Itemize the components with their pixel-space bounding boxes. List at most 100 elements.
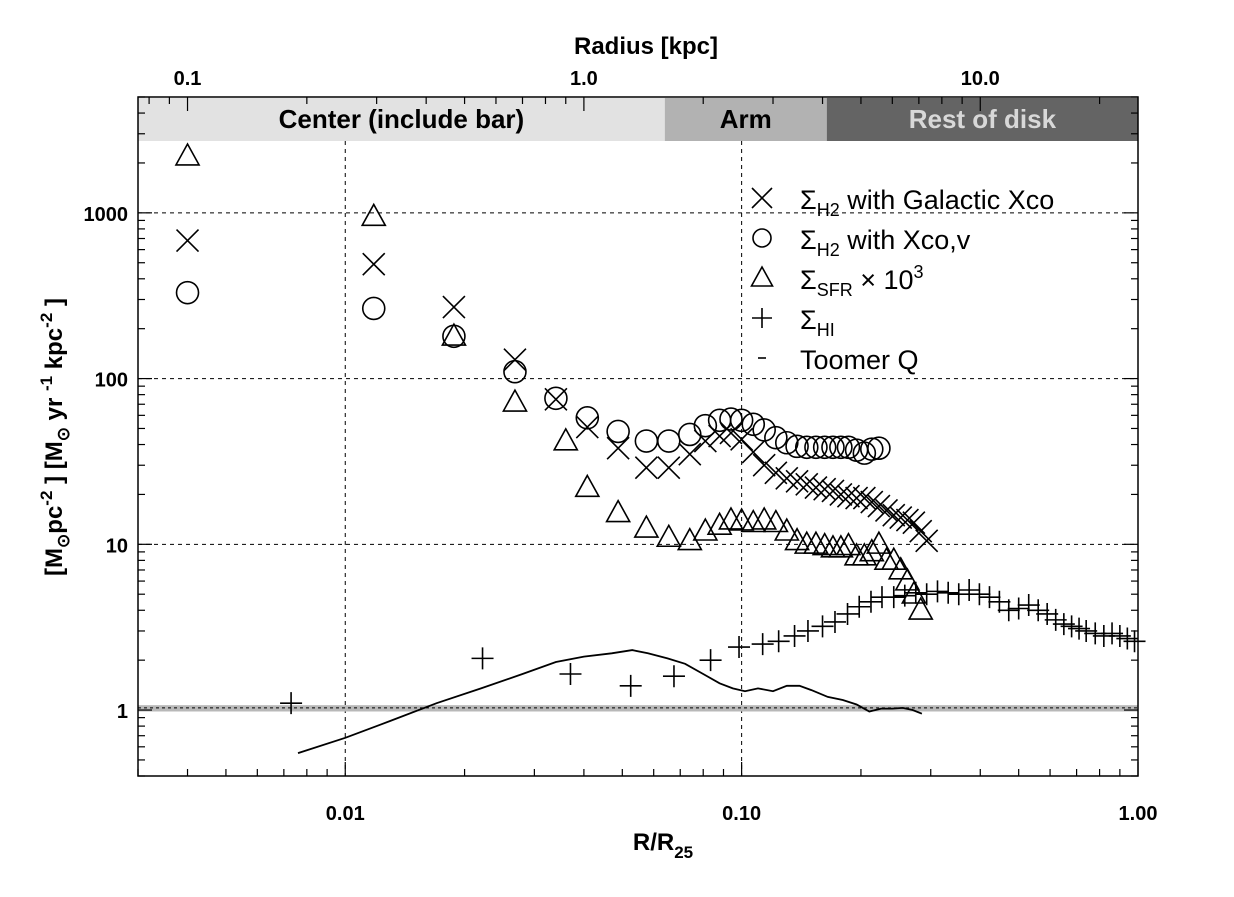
data-point-triangle xyxy=(894,567,921,591)
data-point-circle xyxy=(719,407,743,431)
y-tick-label: 1000 xyxy=(84,204,129,226)
legend-symbol: Σ xyxy=(800,265,817,295)
data-point-plus xyxy=(893,584,916,607)
legend-superscript: 3 xyxy=(914,262,924,282)
data-point-triangle xyxy=(907,596,934,620)
data-point-triangle xyxy=(835,532,862,556)
data-point-plus xyxy=(988,590,1011,613)
data-point-triangle xyxy=(676,527,703,551)
data-point-circle xyxy=(812,435,837,460)
data-point-plus xyxy=(796,619,819,642)
legend-item: ΣH2 with Galactic Xco xyxy=(751,185,1055,220)
ylabel-p3-sub: ⊙ xyxy=(54,427,73,441)
legend-label: ΣSFR × 103 xyxy=(800,262,924,300)
data-point-cross xyxy=(606,436,630,460)
legend-subscript: SFR xyxy=(817,280,853,300)
data-point-cross xyxy=(895,508,919,532)
data-point-triangle xyxy=(762,508,789,533)
region-band xyxy=(664,98,827,141)
data-point-plus xyxy=(1075,619,1098,642)
top-tick-label: 1.0 xyxy=(570,68,598,90)
data-point-plus xyxy=(783,624,806,647)
data-point-cross xyxy=(882,503,906,527)
data-point-circle xyxy=(361,296,386,321)
data-point-cross xyxy=(657,456,681,480)
legend-marker-circle xyxy=(752,228,772,248)
data-point-cross xyxy=(775,466,799,490)
data-series xyxy=(174,142,1146,754)
data-point-circle xyxy=(442,324,466,349)
y-tick-label: 100 xyxy=(95,370,128,392)
data-point-plus xyxy=(937,581,960,604)
data-point-cross xyxy=(829,482,853,506)
data-point-plus xyxy=(947,583,970,606)
data-point-plus xyxy=(926,580,949,603)
legend-label: Toomer Q xyxy=(800,345,919,375)
data-point-plus xyxy=(882,586,905,609)
ylabel-p4: yr xyxy=(41,391,68,427)
ylabel-p2-sup: -2 xyxy=(37,491,56,506)
data-point-plus xyxy=(471,647,494,670)
data-point-plus xyxy=(904,581,927,604)
data-point-cross xyxy=(752,453,776,477)
data-point-triangle xyxy=(728,507,755,531)
data-point-triangle xyxy=(827,534,854,558)
data-point-circle xyxy=(867,436,891,461)
data-point-cross xyxy=(836,484,861,508)
data-point-circle xyxy=(794,435,819,460)
data-point-triangle xyxy=(655,523,682,548)
data-point-circle xyxy=(656,429,681,453)
data-point-plus xyxy=(823,610,846,633)
region-label: Center (include bar) xyxy=(279,104,525,134)
data-point-plus xyxy=(728,636,751,659)
legend-text-rest: with Galactic Xco xyxy=(840,185,1055,215)
data-point-cross xyxy=(503,348,527,372)
data-point-cross xyxy=(867,494,891,518)
x-tick-label: 1.00 xyxy=(1119,803,1158,825)
legend-subscript: HI xyxy=(817,320,835,340)
data-point-circle xyxy=(821,435,845,460)
data-point-plus xyxy=(1007,597,1030,620)
data-point-plus xyxy=(559,663,582,686)
data-point-plus xyxy=(859,590,882,613)
legend-subscript: H2 xyxy=(817,200,840,220)
data-point-cross xyxy=(764,461,788,485)
data-point-triangle xyxy=(773,517,800,541)
region-band xyxy=(826,98,1138,141)
data-point-plus xyxy=(1036,602,1059,625)
data-point-cross xyxy=(719,421,743,445)
legend-symbol: Σ xyxy=(800,305,817,335)
data-point-triangle xyxy=(811,532,838,556)
data-point-circle xyxy=(175,280,200,305)
data-point-circle xyxy=(752,418,776,442)
data-point-plus xyxy=(619,674,642,697)
region-label: Arm xyxy=(720,104,772,134)
data-point-triangle xyxy=(706,511,733,536)
data-point-circle xyxy=(729,408,754,433)
data-point-triangle xyxy=(552,427,579,451)
ylabel-p5: kpc xyxy=(41,328,68,376)
data-point-cross xyxy=(741,440,765,464)
data-point-circle xyxy=(829,435,853,460)
data-point-cross xyxy=(362,252,386,276)
y-tick-label: 10 xyxy=(106,535,128,557)
data-point-circle xyxy=(774,430,799,455)
data-point-plus xyxy=(958,579,981,602)
data-point-triangle xyxy=(605,499,632,523)
legend-item: Toomer Q xyxy=(758,345,919,375)
x-axis-title-sub: 25 xyxy=(674,843,693,862)
data-point-cross xyxy=(915,529,939,553)
series-triangle xyxy=(174,142,934,620)
legend-label: ΣHI xyxy=(800,305,835,340)
region-bands: Center (include bar) Arm Rest of disk xyxy=(138,98,1138,141)
x-tick-label: 0.10 xyxy=(722,803,761,825)
data-point-plus xyxy=(811,615,834,638)
data-point-plus xyxy=(836,602,859,625)
plot-border xyxy=(137,96,1139,777)
data-point-circle xyxy=(634,429,659,453)
top-axis-title: Radius [kpc] xyxy=(574,33,718,60)
ylabel-p6: ] xyxy=(41,298,68,313)
